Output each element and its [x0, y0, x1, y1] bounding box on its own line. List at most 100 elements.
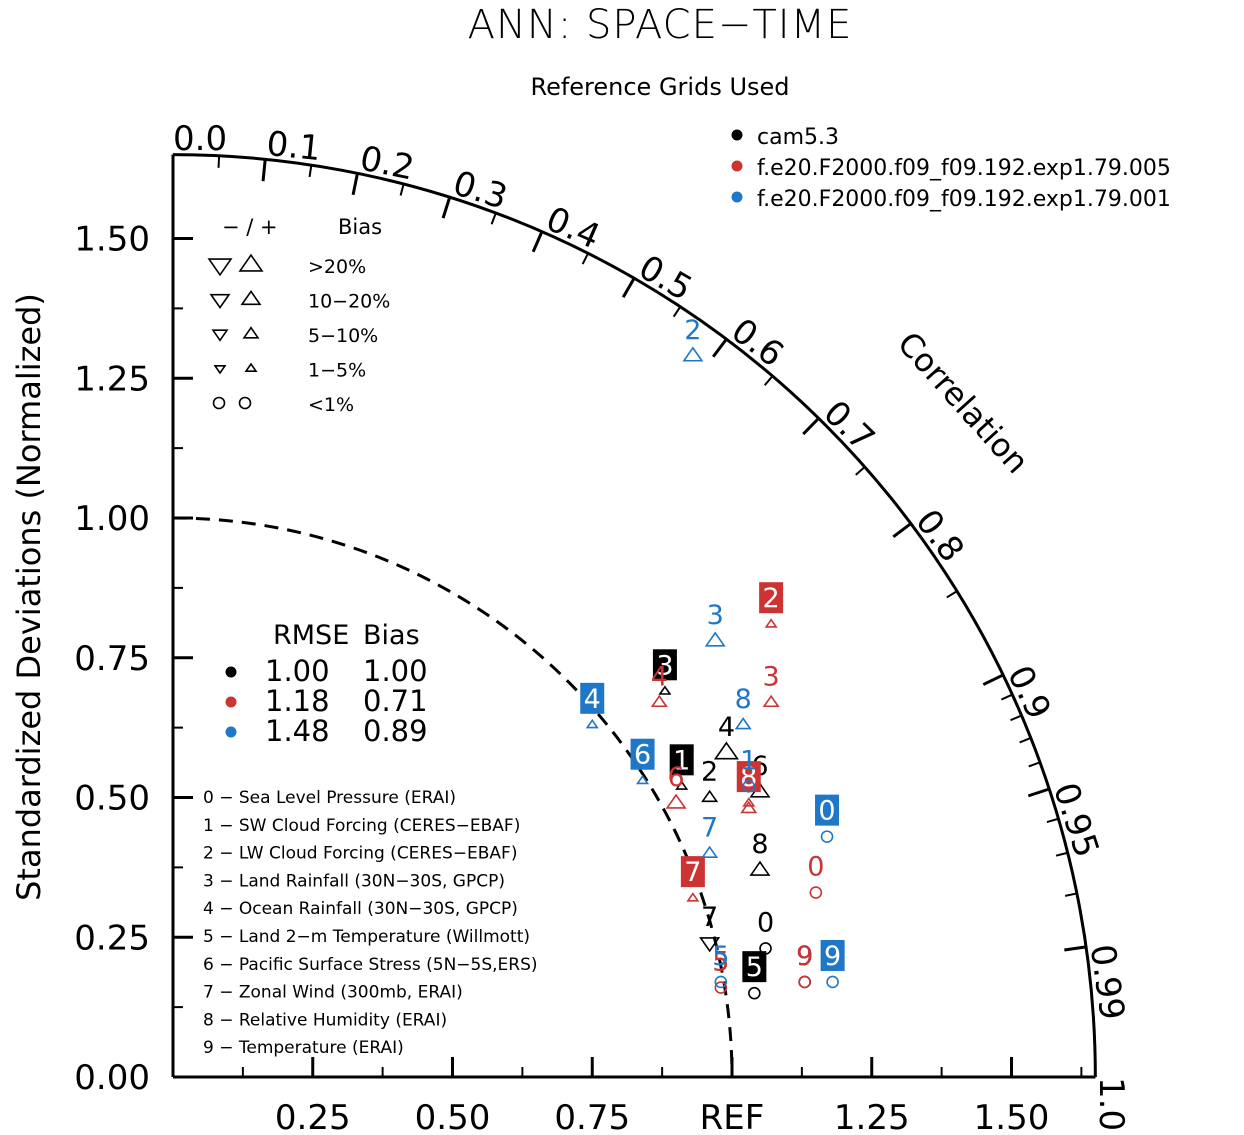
corr-tick-label: 0.4 — [540, 199, 606, 257]
y-tick-label: 1.50 — [74, 220, 150, 260]
corr-tick — [261, 159, 267, 182]
data-point-marker — [742, 780, 756, 793]
y-axis-label: Standardized Deviations (Normalized) — [10, 293, 48, 901]
corr-minor-tick — [1028, 761, 1041, 768]
y-tick-label: 1.00 — [74, 499, 150, 539]
data-point-marker — [701, 845, 719, 858]
rmse-row-dot — [225, 666, 237, 678]
data-point-label: 9 — [796, 941, 813, 972]
corr-tick-label: 0.7 — [815, 393, 882, 459]
data-point-marker — [740, 800, 758, 814]
legend-dot — [731, 191, 743, 203]
data-point-marker — [762, 694, 780, 708]
data-point-label-box — [580, 682, 605, 714]
data-point-marker — [704, 631, 726, 647]
corr-tick — [982, 673, 1004, 686]
bias-down-triangle-icon — [213, 364, 227, 375]
data-point-label: 0 — [807, 852, 824, 883]
data-point-marker — [826, 975, 839, 989]
corr-tick — [1027, 787, 1050, 798]
variable-list-item: 2 − LW Cloud Forcing (CERES−EBAF) — [203, 844, 517, 864]
data-point-label: 0 — [757, 907, 774, 938]
data-point-label: 3 — [763, 661, 780, 692]
data-point-label-box — [669, 744, 694, 776]
y-tick-label: 0.75 — [74, 639, 150, 679]
variable-list-item: 5 − Land 2−m Temperature (Willmott) — [203, 927, 530, 947]
bias-value: 1.00 — [363, 654, 428, 688]
data-point-marker — [686, 892, 700, 902]
data-point-label-box — [742, 951, 767, 983]
data-point-label-box — [736, 761, 761, 793]
corr-minor-tick — [672, 306, 682, 318]
corr-tick-label: 0.5 — [632, 247, 699, 309]
corr-minor-tick — [217, 155, 221, 168]
bias-legend-symbols: − / + — [222, 215, 278, 239]
bias-circle-icon — [238, 396, 252, 410]
data-point-marker — [585, 718, 599, 729]
data-point-label: 0 — [818, 796, 835, 827]
variable-list-item: 9 − Temperature (ERAI) — [203, 1038, 404, 1058]
bias-legend-range: 1−5% — [308, 360, 366, 382]
y-tick-label: 1.25 — [74, 359, 150, 399]
data-point-label-box — [815, 794, 840, 826]
data-point-marker — [749, 860, 771, 876]
corr-minor-tick — [1001, 693, 1013, 701]
data-point-label: 9 — [796, 941, 813, 972]
variable-list: 0 − Sea Level Pressure (ERAI) 1 − SW Clou… — [203, 788, 538, 1058]
data-point-marker — [742, 797, 756, 807]
bias-up-triangle-icon — [244, 362, 258, 373]
reference-arc — [172, 516, 734, 1078]
data-points: 012345678901234567890123456789 — [580, 315, 845, 1000]
data-point-label-box — [652, 649, 677, 681]
outer-arc — [172, 153, 1097, 1078]
data-point-marker — [675, 780, 689, 790]
data-point-label: 4 — [651, 661, 668, 692]
data-point-label: 4 — [584, 684, 601, 715]
x-tick-label: 0.50 — [415, 1098, 491, 1135]
data-point-marker — [809, 886, 823, 899]
corr-tick-label: 0.99 — [1082, 942, 1132, 1023]
rmse-value: 1.18 — [265, 684, 330, 718]
axes-group: 0.000.250.500.751.001.251.500.25 0.50 0.75… — [74, 119, 1132, 1135]
data-point-marker — [636, 774, 650, 785]
corr-tick — [802, 417, 820, 436]
corr-minor-tick — [946, 590, 958, 599]
corr-minor-tick — [1010, 714, 1022, 722]
data-point-marker — [714, 981, 728, 994]
data-point-marker — [665, 793, 687, 809]
corr-tick-label: 0.6 — [724, 311, 791, 375]
rmse-row-dot — [225, 726, 237, 738]
x-tick-label: REF — [700, 1098, 765, 1135]
data-point-label: 4 — [718, 712, 735, 743]
data-point-label: 5 — [712, 947, 729, 978]
rmse-header: RMSE — [273, 620, 349, 651]
data-point-marker — [748, 986, 761, 1000]
data-point-label: 7 — [701, 902, 718, 933]
corr-tick — [1064, 945, 1087, 952]
rmse-value: 1.48 — [265, 714, 330, 748]
correlation-axis-label: Correlation — [890, 324, 1036, 481]
y-tick-label: 0.25 — [74, 918, 150, 958]
chart-subtitle: Reference Grids Used — [530, 73, 789, 101]
data-point-label: 8 — [735, 684, 752, 715]
data-point-label: 8 — [751, 829, 768, 860]
corr-tick — [712, 338, 728, 358]
corr-tick — [351, 172, 359, 196]
bias-legend-range: 10−20% — [308, 291, 390, 313]
data-point-label: 5 — [746, 952, 763, 983]
corr-tick — [531, 231, 544, 253]
variable-list-item: 0 − Sea Level Pressure (ERAI) — [203, 788, 456, 808]
data-point-marker — [701, 789, 719, 803]
data-point-marker — [713, 741, 739, 760]
corr-tick-label: 0.3 — [448, 163, 512, 217]
corr-tick-label: 0.1 — [265, 124, 323, 169]
corr-tick — [441, 196, 452, 219]
data-point-label: 3 — [707, 600, 724, 631]
data-point-label: 6 — [668, 762, 685, 793]
legend-entry: cam5.3 — [757, 125, 839, 150]
corr-tick-label: 0.8 — [907, 502, 971, 569]
